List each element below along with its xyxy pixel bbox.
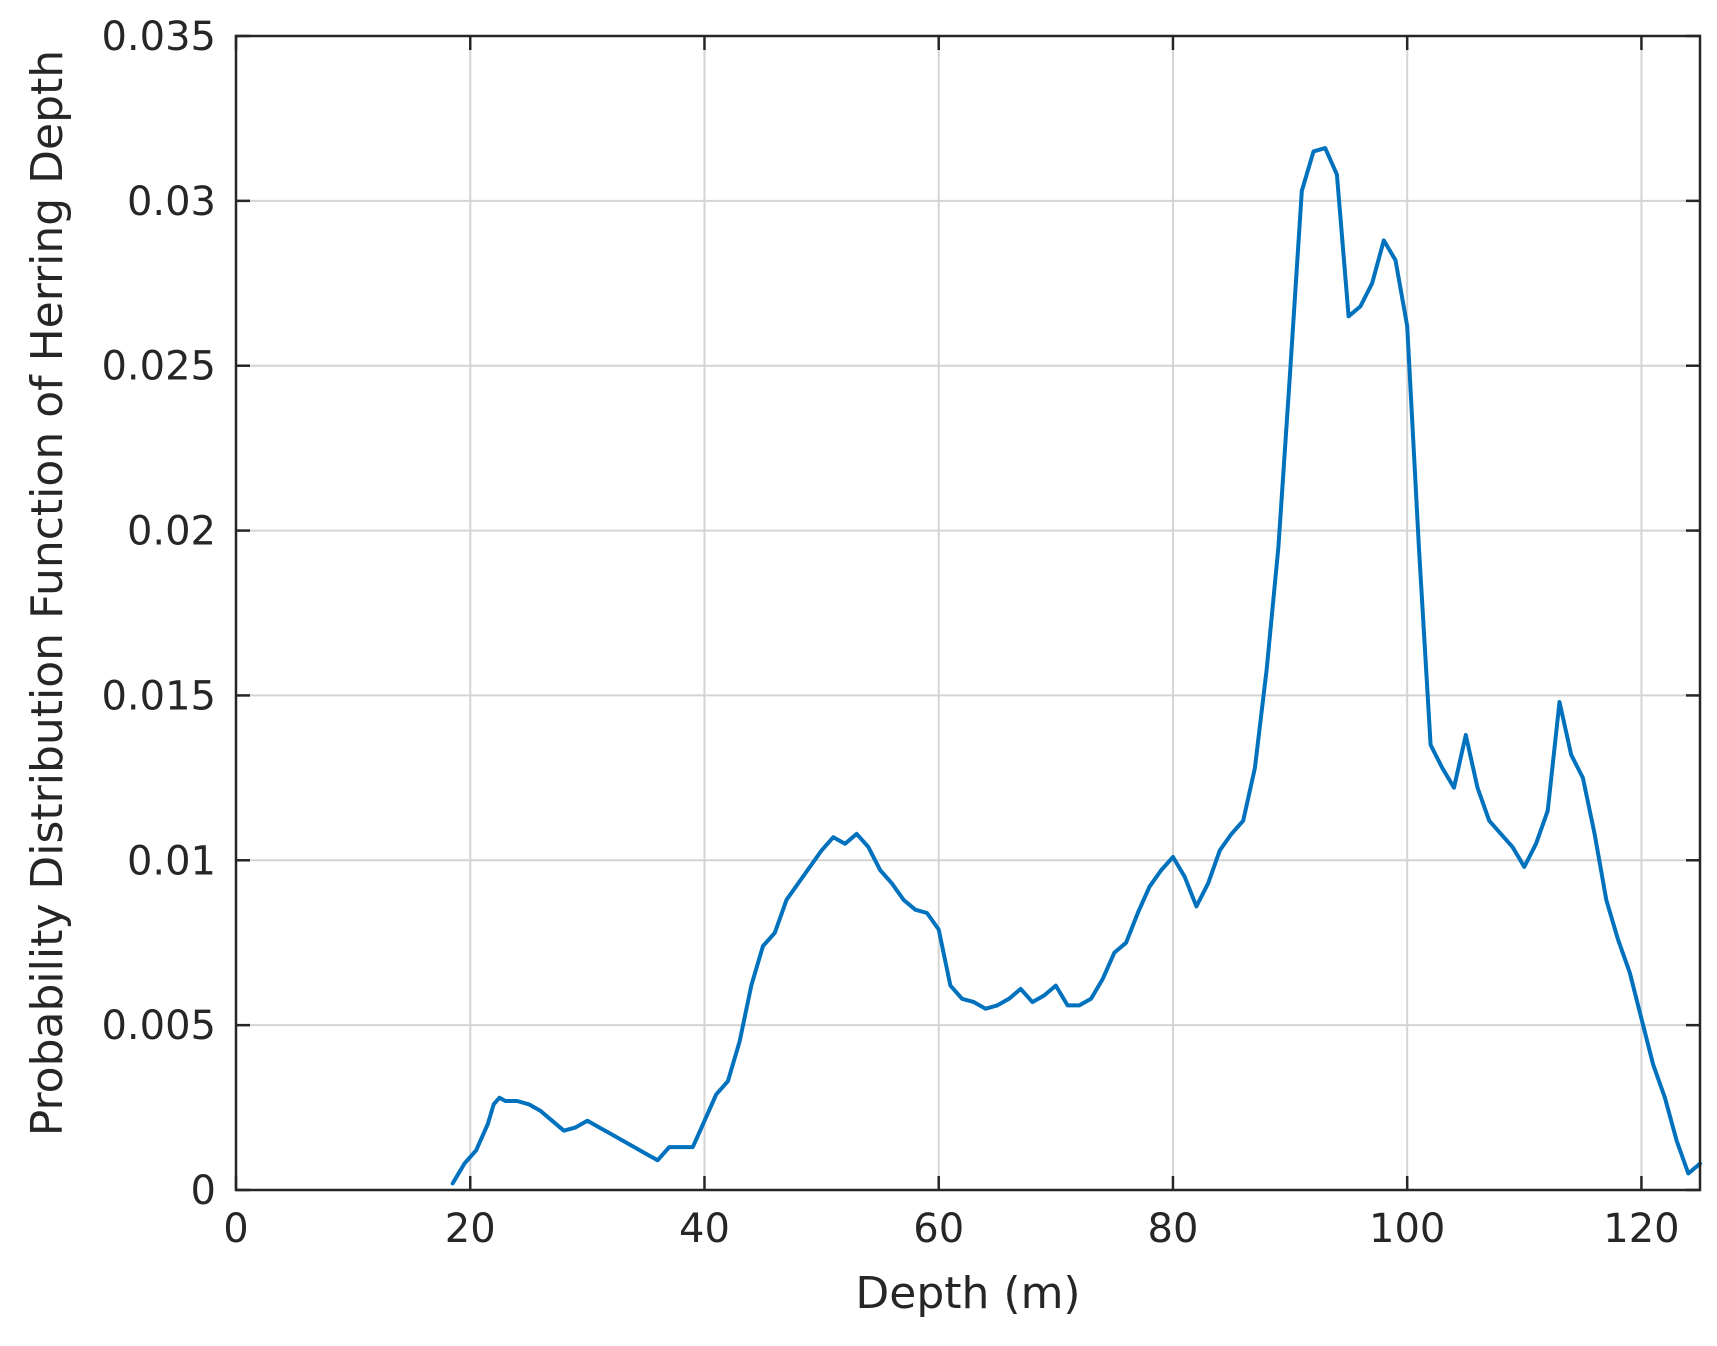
y-tick-label: 0.03 [127,179,216,225]
y-tick-label: 0.02 [127,509,216,555]
y-axis-title: Probability Distribution Function of Her… [22,50,73,1136]
x-tick-label: 120 [1603,1206,1679,1252]
plot-area [450,146,1702,1186]
y-tick-labels: 0 0.005 0.01 0.015 0.02 0.025 0.03 0.035 [101,14,216,1214]
y-tick-label: 0.035 [101,14,216,60]
series-line [450,146,1702,1186]
x-tick-labels: 0 20 40 60 80 100 120 [223,1206,1679,1252]
x-tick-label: 0 [223,1206,248,1252]
y-tick-label: 0.025 [101,344,216,390]
y-tick-label: 0.01 [127,838,216,884]
x-tick-label: 60 [913,1206,964,1252]
x-tick-label: 80 [1148,1206,1199,1252]
grid-lines [235,35,1700,1191]
x-tick-label: 100 [1369,1206,1445,1252]
x-tick-label: 20 [445,1206,496,1252]
x-axis-title: Depth (m) [855,1268,1080,1319]
y-tick-label: 0 [191,1168,216,1214]
y-tick-label: 0.005 [101,1003,216,1049]
y-tick-label: 0.015 [101,673,216,719]
axes [234,34,1702,1192]
x-tick-label: 40 [679,1206,730,1252]
axes-box [234,34,1702,1192]
